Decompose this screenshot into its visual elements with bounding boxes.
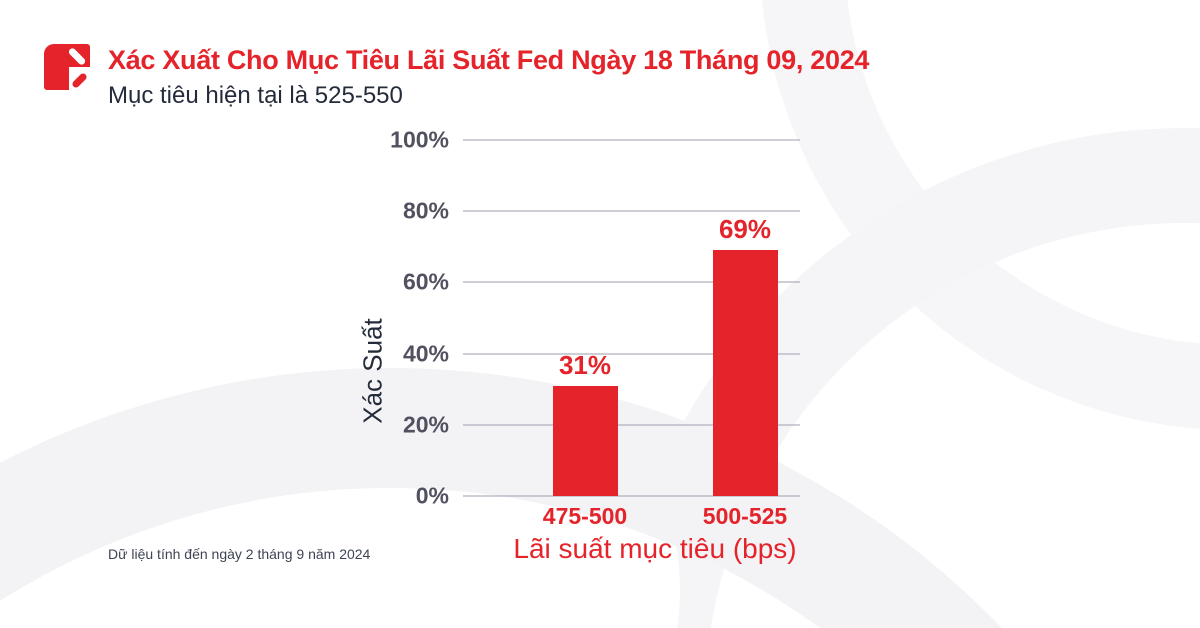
bar-500-525 [712,250,778,496]
y-axis-tick-label: 20% [402,411,449,438]
gridline [463,495,800,497]
y-axis-title: Xác Suất [357,318,388,424]
x-axis-title: Lãi suất mục tiêu (bps) [513,533,797,564]
gridline [463,210,800,213]
y-axis-tick-label: 100% [390,126,449,153]
page-subtitle: Mục tiêu hiện tại là 525-550 [108,82,403,109]
bar-value-label: 69% [718,214,772,244]
brand-logo-icon [44,44,90,90]
gridline [463,139,800,141]
bar-value-label: 31% [558,350,612,380]
gridline [463,423,800,426]
y-axis-tick-label: 40% [402,340,449,367]
y-axis-tick-label: 0% [415,482,449,509]
page-title: Xác Xuất Cho Mục Tiêu Lãi Suất Fed Ngày … [108,45,870,75]
x-axis-tick-label: 475-500 [542,503,628,529]
data-as-of-note: Dữ liệu tính đến ngày 2 tháng 9 năm 2024 [108,546,371,562]
gridline [463,352,800,355]
bar-475-500 [552,386,618,496]
y-axis-tick-label: 80% [402,197,449,224]
gridline [463,281,800,284]
x-axis-tick-label: 500-525 [702,503,788,529]
bar-chart-plot-area: 100% 80% 60% 40% 20% 0% 31% 475-500 69% 500-525 [390,127,800,529]
y-axis-tick-label: 60% [402,268,449,295]
